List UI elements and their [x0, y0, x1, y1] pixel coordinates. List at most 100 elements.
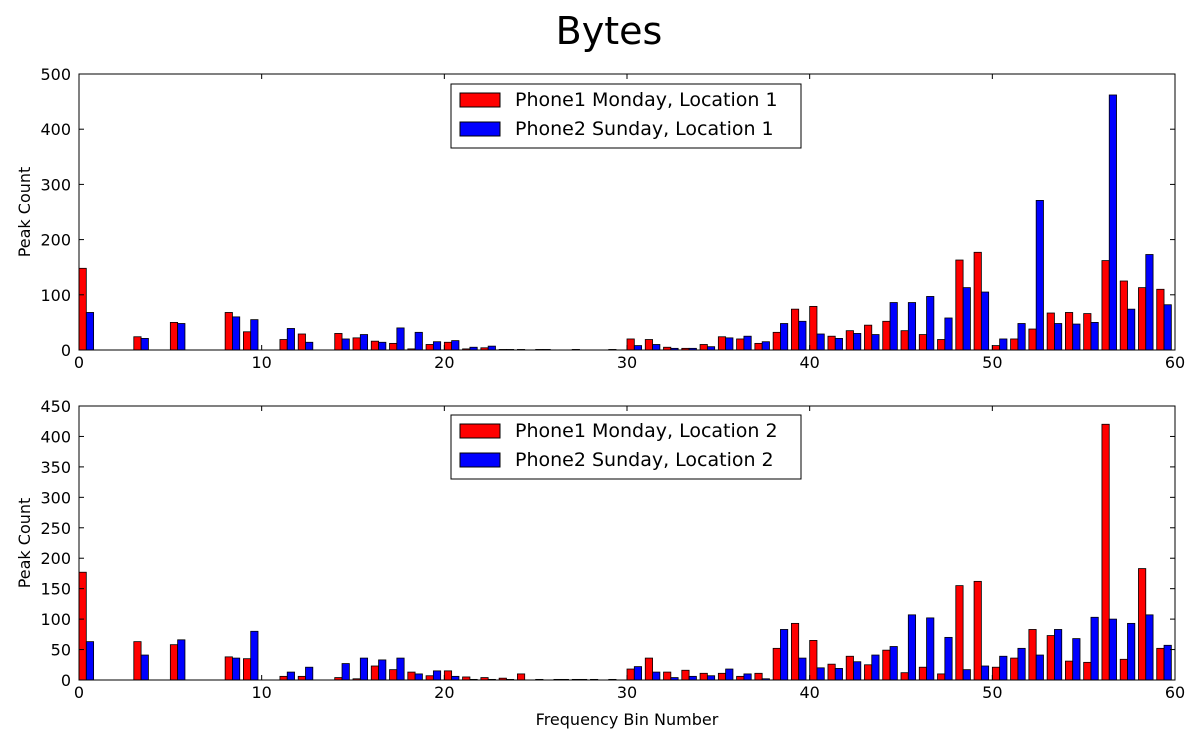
- bar: [341, 338, 350, 351]
- bar: [706, 675, 716, 681]
- bar: [926, 296, 935, 351]
- y-tick-label: 500: [40, 65, 71, 84]
- bar: [780, 323, 789, 351]
- bar: [816, 333, 825, 351]
- bar: [1028, 328, 1037, 351]
- bar: [359, 657, 369, 681]
- bar: [78, 267, 87, 351]
- bar: [443, 670, 453, 681]
- bar: [900, 330, 909, 351]
- bar: [845, 330, 854, 351]
- bar: [1127, 308, 1136, 351]
- y-tick-label: 400: [40, 120, 71, 139]
- bar: [396, 327, 405, 351]
- bar: [1145, 614, 1154, 681]
- bar: [864, 664, 873, 681]
- y-tick-label: 250: [40, 519, 71, 538]
- bar: [1010, 657, 1019, 681]
- bar: [717, 672, 727, 681]
- bar: [736, 338, 745, 351]
- bar: [414, 673, 423, 681]
- bar: [754, 672, 763, 681]
- bar: [918, 334, 927, 351]
- bar: [827, 663, 836, 681]
- bar: [944, 636, 953, 681]
- bar: [1119, 280, 1128, 351]
- chart-title: Bytes: [556, 9, 663, 53]
- bar: [341, 663, 350, 681]
- bar: [517, 673, 526, 681]
- bar: [962, 287, 971, 351]
- bar: [809, 305, 818, 351]
- bar: [926, 617, 935, 681]
- x-tick-label: 0: [74, 353, 84, 372]
- bar: [688, 675, 697, 681]
- x-tick-label: 0: [74, 683, 84, 702]
- bar: [809, 640, 818, 681]
- x-tick-label: 60: [1165, 683, 1185, 702]
- bar: [681, 669, 690, 681]
- bar: [1145, 254, 1154, 351]
- x-tick-label: 10: [251, 683, 271, 702]
- y-tick-label: 200: [40, 231, 71, 250]
- bar: [962, 669, 971, 681]
- bar: [991, 666, 1001, 681]
- bar: [816, 667, 825, 681]
- legend-frame: [450, 414, 802, 480]
- bar: [1072, 638, 1081, 681]
- bar: [250, 319, 259, 351]
- x-tick-label: 50: [982, 683, 1002, 702]
- bar: [827, 335, 836, 351]
- bar: [900, 672, 909, 681]
- bar: [1127, 622, 1136, 681]
- bar: [853, 661, 862, 681]
- bar: [1054, 629, 1063, 681]
- bar: [652, 344, 661, 351]
- bar: [743, 335, 752, 351]
- bar: [443, 341, 453, 351]
- legend: Phone1 Monday, Location 2 Phone2 Sunday, …: [450, 414, 802, 480]
- bar: [725, 668, 734, 681]
- bar: [1072, 323, 1081, 351]
- y-tick-label: 0: [61, 341, 71, 360]
- bottom-chart: 0 10 20 30 40 50 60 0 50 100 150 200 250 300 350 400 450…: [15, 397, 1185, 729]
- bar: [743, 673, 752, 681]
- bar: [370, 665, 379, 681]
- bar: [85, 312, 95, 351]
- bar: [1046, 312, 1055, 351]
- bar: [725, 337, 734, 351]
- x-tick-label: 20: [434, 683, 454, 702]
- bar: [633, 345, 643, 351]
- bar: [791, 622, 800, 681]
- bar: [224, 656, 233, 681]
- top-chart: 0 10 20 30 40 50 60 0 100 200 300 400 500 Peak Count P…: [15, 65, 1185, 372]
- bar: [133, 641, 142, 681]
- bar: [286, 671, 295, 681]
- legend-swatch: [459, 92, 501, 108]
- bar: [644, 657, 653, 681]
- x-tick-label: 30: [617, 353, 637, 372]
- x-tick-label: 20: [434, 353, 454, 372]
- bar: [297, 675, 306, 681]
- bar: [414, 331, 423, 351]
- bar: [370, 340, 379, 351]
- bar: [140, 654, 149, 681]
- bar: [432, 341, 442, 351]
- bar: [425, 675, 434, 681]
- bar: [242, 331, 252, 351]
- bar: [1065, 660, 1074, 681]
- bar: [980, 291, 990, 351]
- bar: [791, 308, 800, 351]
- bar: [177, 639, 186, 681]
- bar: [798, 657, 807, 681]
- x-tick-label: 40: [799, 353, 819, 372]
- bar: [1090, 616, 1099, 681]
- bar: [1083, 313, 1092, 351]
- bar: [1035, 200, 1044, 351]
- bar: [626, 338, 635, 351]
- bar: [279, 675, 288, 681]
- bar: [937, 339, 946, 351]
- bar: [772, 331, 781, 351]
- bar: [334, 333, 343, 351]
- bar: [699, 344, 708, 351]
